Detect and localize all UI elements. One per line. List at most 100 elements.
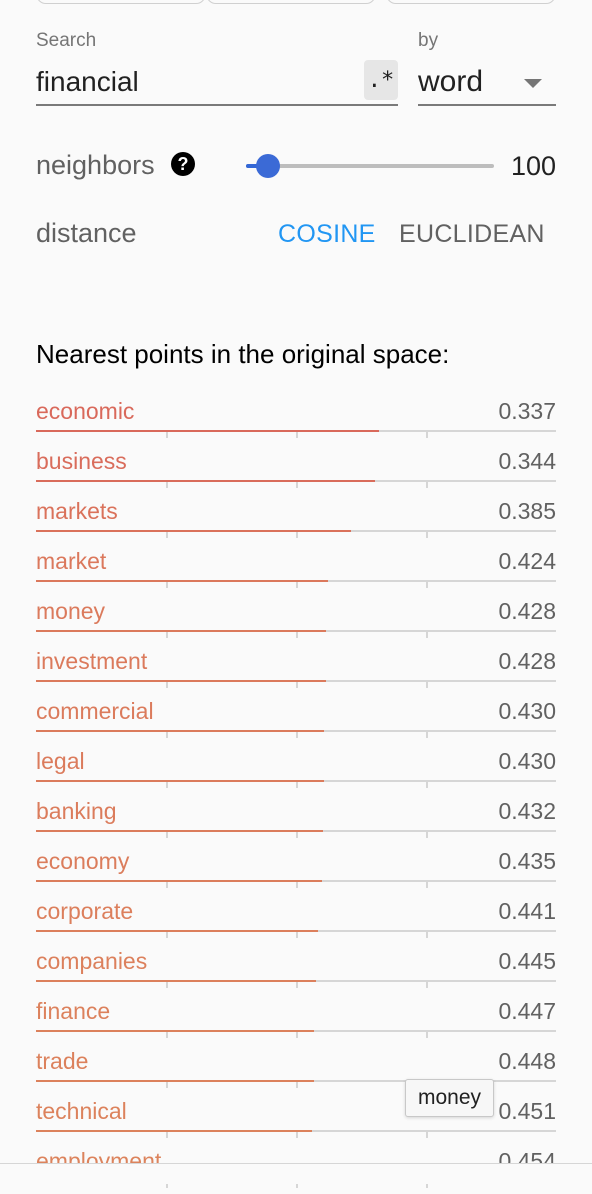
list-item[interactable]: business 0.344 bbox=[36, 444, 556, 494]
list-item[interactable]: companies 0.445 bbox=[36, 944, 556, 994]
neighbor-word[interactable]: markets bbox=[36, 498, 118, 524]
neighbor-distance: 0.337 bbox=[498, 398, 556, 424]
bar-tick bbox=[426, 1130, 428, 1138]
neighbor-distance: 0.445 bbox=[498, 948, 556, 974]
bar-tick bbox=[166, 580, 168, 588]
distance-bar bbox=[36, 480, 376, 482]
bar-tick bbox=[166, 630, 168, 638]
search-input-value[interactable]: financial bbox=[36, 66, 139, 97]
by-select[interactable]: word bbox=[418, 58, 556, 106]
list-item[interactable]: economic 0.337 bbox=[36, 394, 556, 444]
bar-tick bbox=[296, 580, 298, 588]
list-item[interactable]: legal 0.430 bbox=[36, 744, 556, 794]
nearest-points-title: Nearest points in the original space: bbox=[36, 339, 450, 369]
neighbor-word[interactable]: companies bbox=[36, 948, 148, 974]
bar-tick bbox=[426, 680, 428, 688]
bar-tick bbox=[296, 930, 298, 938]
bar-tick bbox=[296, 780, 298, 788]
bar-tick bbox=[166, 830, 168, 838]
bar-tick bbox=[296, 430, 298, 438]
bar-tick bbox=[296, 730, 298, 738]
list-item[interactable]: markets 0.385 bbox=[36, 494, 556, 544]
neighbor-word[interactable]: economy bbox=[36, 848, 130, 874]
slider-track[interactable] bbox=[246, 164, 494, 168]
bar-tick bbox=[426, 980, 428, 988]
bar-tick bbox=[166, 530, 168, 538]
distance-bar bbox=[36, 830, 324, 832]
bar-tick bbox=[166, 880, 168, 888]
by-select-value[interactable]: word bbox=[418, 65, 484, 98]
chevron-down-icon[interactable] bbox=[524, 79, 542, 88]
distance-label: distance bbox=[36, 218, 137, 248]
list-item[interactable]: investment 0.428 bbox=[36, 644, 556, 694]
distance-bar bbox=[36, 1130, 313, 1132]
distance-bar bbox=[36, 1030, 315, 1032]
search-input[interactable]: financial .* bbox=[36, 58, 398, 106]
list-item[interactable]: finance 0.447 bbox=[36, 994, 556, 1044]
bar-tick bbox=[166, 680, 168, 688]
neighbor-distance: 0.451 bbox=[498, 1098, 556, 1124]
top-tab-left[interactable] bbox=[36, 0, 206, 4]
neighbor-distance: 0.430 bbox=[498, 748, 556, 774]
list-item[interactable]: trade 0.448 bbox=[36, 1044, 556, 1094]
neighbor-distance: 0.430 bbox=[498, 698, 556, 724]
neighbor-distance: 0.428 bbox=[498, 648, 556, 674]
bar-tick bbox=[166, 730, 168, 738]
bar-tick bbox=[166, 980, 168, 988]
top-tab-middle[interactable] bbox=[206, 0, 376, 4]
bar-tick bbox=[296, 830, 298, 838]
distance-bar bbox=[36, 630, 326, 632]
bar-tick bbox=[296, 1030, 298, 1038]
distance-bar bbox=[36, 430, 380, 432]
neighbor-distance: 0.424 bbox=[498, 548, 556, 574]
distance-bar bbox=[36, 530, 351, 532]
list-item[interactable]: technical 0.451 bbox=[36, 1094, 556, 1144]
bar-tick bbox=[166, 1080, 168, 1088]
list-item[interactable]: commercial 0.430 bbox=[36, 694, 556, 744]
bar-tick bbox=[426, 480, 428, 488]
neighbor-distance: 0.448 bbox=[498, 1048, 556, 1074]
neighbor-word[interactable]: trade bbox=[36, 1048, 89, 1074]
distance-bar bbox=[36, 1080, 314, 1082]
neighbor-word[interactable]: money bbox=[36, 598, 106, 624]
distance-bar bbox=[36, 580, 328, 582]
list-item[interactable]: money 0.428 bbox=[36, 594, 556, 644]
top-tab-right[interactable] bbox=[386, 0, 556, 4]
neighbor-word[interactable]: market bbox=[36, 548, 107, 574]
distance-bar bbox=[36, 980, 316, 982]
help-icon[interactable]: ? bbox=[171, 152, 195, 176]
neighbor-word[interactable]: investment bbox=[36, 648, 148, 674]
bar-tick bbox=[296, 1080, 298, 1088]
bar-tick bbox=[166, 1030, 168, 1038]
neighbor-word[interactable]: legal bbox=[36, 748, 85, 774]
neighbor-distance: 0.344 bbox=[498, 448, 556, 474]
neighbor-word[interactable]: technical bbox=[36, 1098, 127, 1124]
distance-bar bbox=[36, 930, 318, 932]
bar-tick bbox=[426, 830, 428, 838]
list-item[interactable]: corporate 0.441 bbox=[36, 894, 556, 944]
euclidean-button[interactable]: EUCLIDEAN bbox=[399, 220, 545, 248]
neighbor-word[interactable]: commercial bbox=[36, 698, 154, 724]
neighbors-slider[interactable] bbox=[246, 150, 494, 182]
bar-tick bbox=[426, 580, 428, 588]
list-item[interactable]: banking 0.432 bbox=[36, 794, 556, 844]
bar-tick bbox=[296, 880, 298, 888]
list-item[interactable]: economy 0.435 bbox=[36, 844, 556, 894]
regex-toggle-button[interactable]: .* bbox=[364, 60, 398, 100]
list-item[interactable]: market 0.424 bbox=[36, 544, 556, 594]
neighbor-word[interactable]: economic bbox=[36, 398, 135, 424]
distance-bar bbox=[36, 780, 325, 782]
bar-tick bbox=[296, 1130, 298, 1138]
cosine-button[interactable]: COSINE bbox=[278, 220, 376, 248]
neighbor-word[interactable]: business bbox=[36, 448, 127, 474]
neighbor-distance: 0.385 bbox=[498, 498, 556, 524]
by-label: by bbox=[418, 30, 439, 51]
distance-bar bbox=[36, 880, 322, 882]
hover-tooltip: money bbox=[405, 1079, 495, 1117]
bar-tick bbox=[426, 930, 428, 938]
neighbor-word[interactable]: corporate bbox=[36, 898, 134, 924]
neighbor-word[interactable]: finance bbox=[36, 998, 111, 1024]
neighbor-word[interactable]: banking bbox=[36, 798, 117, 824]
bar-tick bbox=[296, 480, 298, 488]
slider-thumb[interactable] bbox=[256, 154, 281, 178]
